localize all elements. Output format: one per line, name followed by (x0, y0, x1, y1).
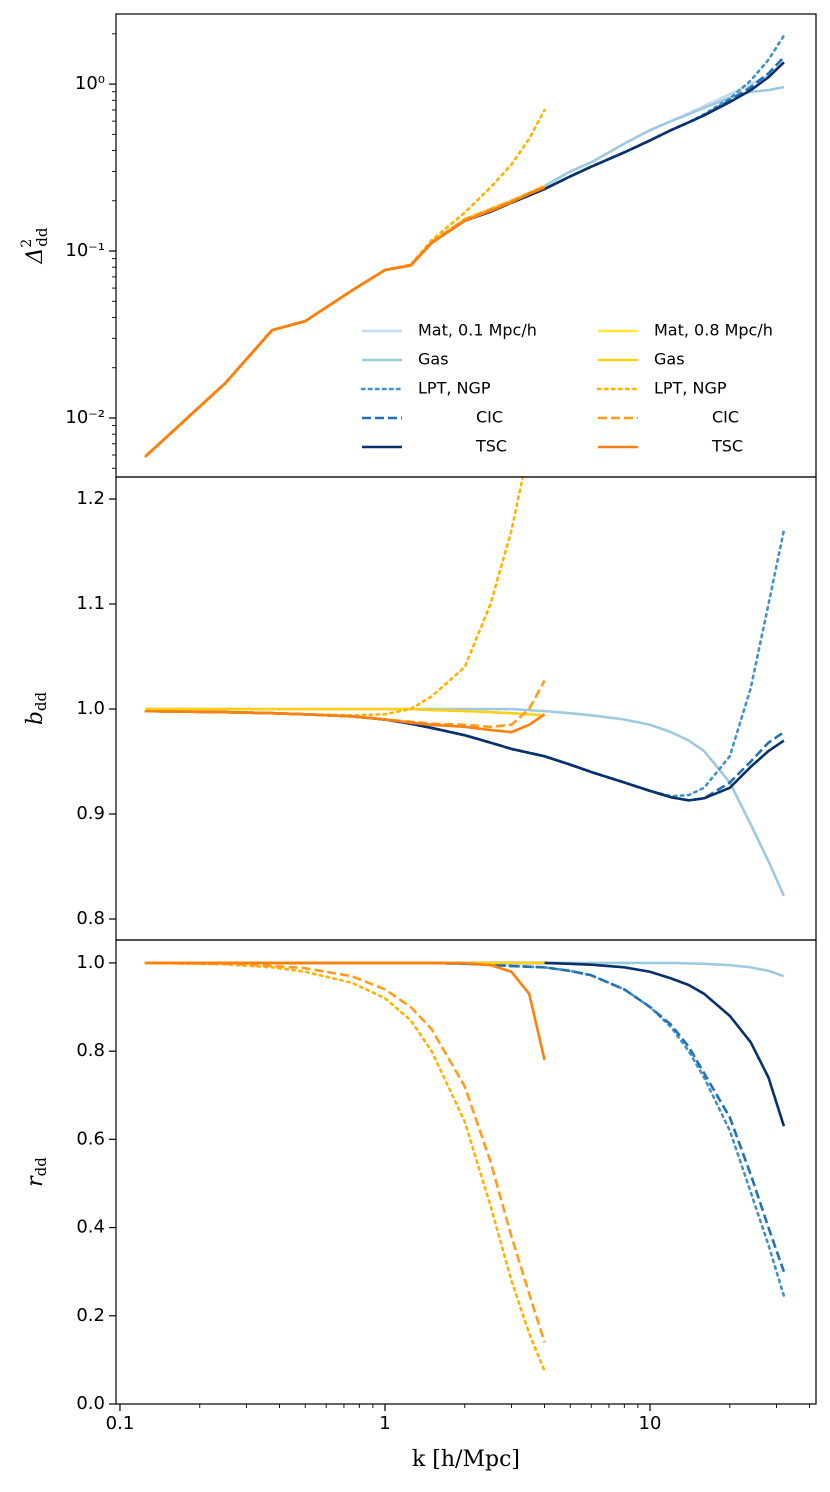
legend-label: TSC (711, 437, 743, 456)
series-line (144, 108, 546, 458)
series-line (145, 709, 546, 734)
y-tick-label: 1.0 (76, 698, 105, 719)
y-tick-label: 1.1 (76, 593, 105, 614)
legend-label: CIC (476, 408, 503, 427)
y-label-symbol: b (23, 711, 48, 725)
panel: 10⁰ 10⁻¹ 10⁻² Δ2dd Mat, 0.1 Mpc/h Gas LPT, NGP… (19, 13, 817, 478)
series-line (144, 184, 546, 458)
legend-label: Gas (418, 350, 449, 369)
y-tick-label: 10⁻¹ (65, 240, 105, 261)
y-tick-label: 0.4 (76, 1217, 105, 1238)
y-axis-label: rdd (23, 1157, 50, 1187)
y-axis-label: bdd (23, 691, 50, 725)
y-tick-label: 10⁻² (65, 407, 105, 428)
legend-label: Gas (654, 350, 685, 369)
y-label-sub: dd (32, 691, 50, 711)
legend-label: Mat, 0.1 Mpc/h (418, 321, 537, 340)
y-tick-label: 10⁰ (75, 73, 105, 94)
x-axis-label: k [h/Mpc] (412, 1447, 520, 1472)
series-line (145, 961, 546, 1061)
y-label-symbol: Δ (23, 248, 48, 265)
y-label-sup: 2 (19, 239, 35, 248)
axes-frame (115, 13, 817, 478)
y-label-sub: dd (33, 227, 51, 247)
series-line (145, 707, 786, 897)
x-tick-label: 10 (639, 1413, 662, 1434)
x-tick-label: 0.1 (106, 1413, 135, 1434)
y-tick-label: 0.0 (76, 1393, 105, 1414)
series-line (145, 680, 546, 729)
y-tick-label: 0.2 (76, 1305, 105, 1326)
y-tick-label: 0.8 (76, 1040, 105, 1061)
legend-label: Mat, 0.8 Mpc/h (654, 321, 773, 340)
y-label-symbol: r (23, 1175, 48, 1187)
y-tick-label: 0.8 (76, 908, 105, 929)
y-axis-label: Δ2dd (19, 227, 51, 264)
x-tick-label: 1 (379, 1413, 390, 1434)
series-line (144, 961, 786, 1298)
y-tick-label: 0.9 (76, 803, 105, 824)
y-tick-label: 0.6 (76, 1128, 105, 1149)
panel: 0.0 0.2 0.4 0.6 0.8 1.0 rdd (23, 939, 817, 1414)
series-line (145, 961, 786, 1273)
legend-label: LPT, NGP (654, 379, 727, 398)
series-line (144, 85, 785, 458)
series-line (144, 186, 546, 458)
series-line (144, 961, 546, 1373)
legend-label: LPT, NGP (418, 379, 491, 398)
y-tick-label: 1.0 (76, 952, 105, 973)
series-line (144, 529, 786, 798)
legend-label: TSC (475, 437, 507, 456)
panel: 0.8 0.9 1.0 1.1 1.2 bdd (23, 476, 817, 941)
axes-frame (115, 939, 817, 1405)
y-label-sub: dd (32, 1157, 50, 1177)
series-line (145, 961, 546, 1343)
y-tick-label: 1.2 (76, 488, 105, 509)
legend-label: CIC (712, 408, 739, 427)
